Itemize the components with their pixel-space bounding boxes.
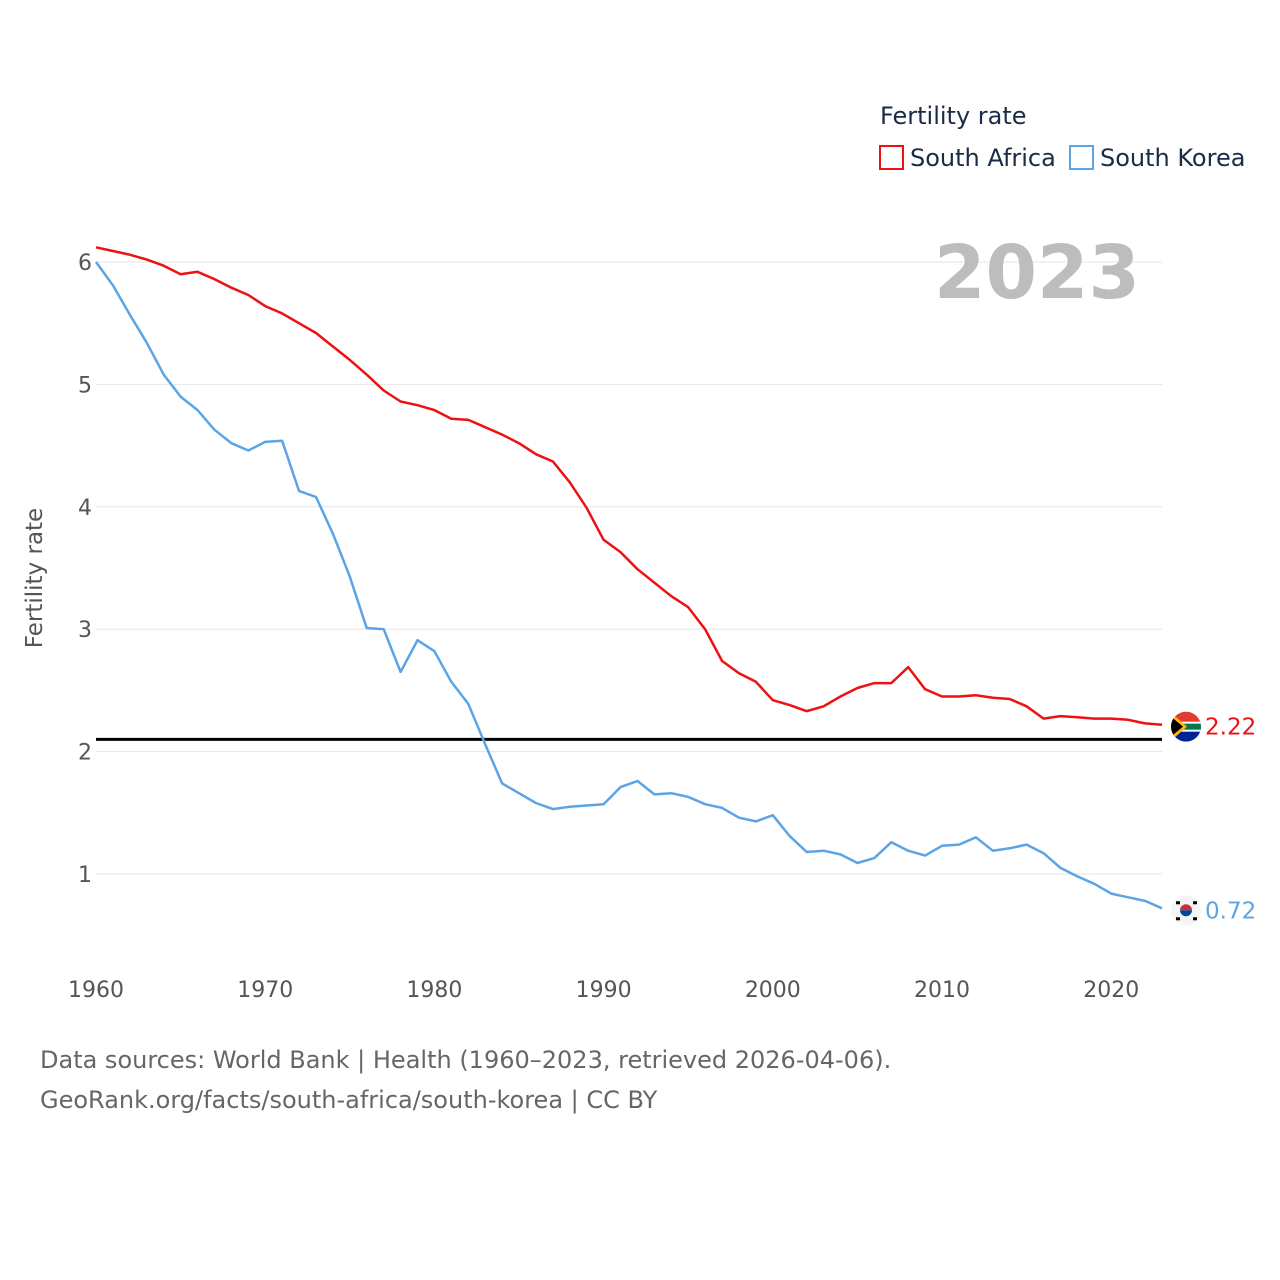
flag-taeguk-blue [1180,910,1192,917]
legend-item-south-africa[interactable]: South Africa [879,144,1056,172]
x-tick-label-2010: 2010 [914,978,970,1003]
south-korea-flag-icon [1171,895,1201,926]
legend-swatch-south-africa [879,145,904,170]
legend-title: Fertility rate [880,102,1027,130]
south-korea-flag-icon-body [1171,895,1201,926]
x-tick-label-1960: 1960 [68,978,124,1003]
x-tick-label-1980: 1980 [406,978,462,1003]
x-tick-label-2000: 2000 [745,978,801,1003]
legend-swatch-south-korea [1069,145,1094,170]
south-africa-flag-icon-body [1171,711,1201,742]
footer-credit[interactable]: GeoRank.org/facts/south-africa/south-kor… [40,1086,658,1114]
y-tick-label-5: 5 [78,373,92,398]
south-africa-flag-icon [1171,711,1201,742]
year-label: 2023 [934,230,1140,316]
gridlines [96,261,1162,875]
y-tick-label-3: 3 [78,618,92,643]
x-axis-ticks: 1960 1970 1980 1990 2000 2010 2020 [68,978,1139,1003]
y-tick-label-1: 1 [78,863,92,888]
series-line-south-africa [95,246,1163,726]
series-end-markers: 2.22 0.72 [1171,711,1256,926]
x-tick-label-2020: 2020 [1083,978,1139,1003]
flag-black-triangle [1171,716,1183,737]
x-tick-label-1970: 1970 [237,978,293,1003]
x-tick-label-1990: 1990 [576,978,632,1003]
legend-item-south-korea[interactable]: South Korea [1069,144,1245,172]
end-label-south-korea: 0.72 [1205,898,1256,924]
y-axis-title: Fertility rate [22,508,48,648]
y-tick-label-6: 6 [78,251,92,276]
series-lines [94,246,1163,910]
series-line-south-korea [94,261,1163,910]
flag-trigram-1 [1193,901,1197,905]
flag-taeguk-red [1180,904,1192,911]
flag-trigram-0 [1176,901,1180,905]
footer-sources: Data sources: World Bank | Health (1960–… [40,1046,892,1074]
flag-trigram-3 [1193,917,1197,921]
y-tick-label-2: 2 [78,741,92,766]
end-label-south-africa: 2.22 [1205,715,1256,741]
legend-label-south-africa: South Africa [910,144,1056,172]
legend: Fertility rate South Africa South Korea [879,102,1245,172]
flag-trigram-2 [1176,917,1180,921]
y-tick-label-4: 4 [78,496,92,521]
footer: Data sources: World Bank | Health (1960–… [40,1040,891,1120]
legend-label-south-korea: South Korea [1100,144,1245,172]
y-axis-ticks: 1 2 3 4 5 6 [78,251,92,888]
